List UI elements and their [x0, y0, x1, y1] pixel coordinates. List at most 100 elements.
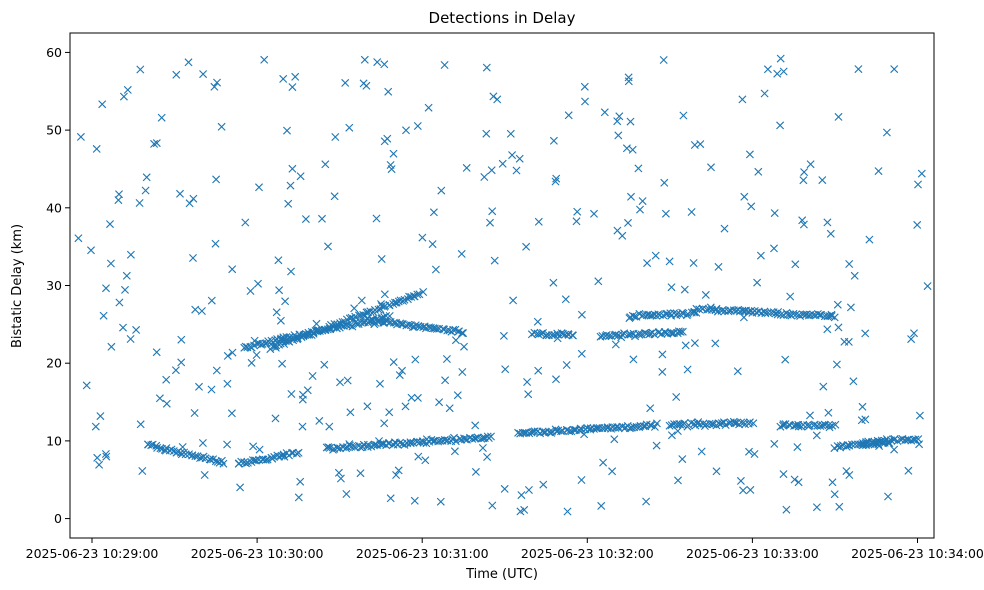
detection-point [561, 330, 570, 339]
detection-point [617, 333, 626, 342]
detection-point [385, 408, 394, 417]
detection-point [594, 277, 603, 286]
detection-point [638, 197, 647, 206]
detection-point [737, 418, 746, 427]
detection-point [487, 432, 495, 441]
detection-point [325, 422, 334, 431]
detection-point [835, 502, 844, 511]
detection-point [489, 92, 498, 101]
detection-point [676, 327, 685, 336]
detection-point [126, 250, 135, 259]
detection-point [161, 446, 170, 455]
detection-point [459, 329, 468, 338]
detection-point [534, 366, 543, 375]
detection-point [770, 439, 779, 448]
detection-point [635, 330, 644, 339]
detection-point [618, 330, 627, 339]
detection-point [745, 150, 754, 159]
detection-point [518, 428, 527, 437]
detection-point [308, 372, 317, 380]
detection-point [819, 382, 828, 391]
detection-point [275, 286, 284, 295]
detection-point [779, 470, 788, 479]
detection-point [699, 419, 708, 428]
detection-point [911, 435, 920, 444]
detection-point [277, 451, 286, 460]
detection-point [577, 349, 586, 358]
detection-point [345, 440, 354, 449]
detection-point [694, 418, 703, 427]
detection-point [281, 297, 290, 306]
detection-point [534, 330, 543, 339]
detection-point [890, 65, 899, 74]
detection-point [296, 172, 305, 181]
detection-point [636, 205, 644, 214]
detection-point [288, 83, 297, 92]
detection-point [345, 123, 354, 132]
detection-point [738, 95, 747, 104]
detection-point [577, 310, 586, 319]
detection-point [678, 455, 687, 464]
detection-point [854, 65, 863, 74]
detection-point [288, 164, 297, 173]
detection-point [195, 382, 203, 391]
detection-point [377, 300, 385, 309]
detection-point [523, 378, 532, 386]
detection-point [451, 437, 460, 446]
detection-point [904, 466, 913, 475]
detection-point [418, 437, 427, 446]
detection-point [794, 422, 803, 431]
detection-point [334, 468, 343, 477]
detection-point [570, 425, 579, 434]
detection-point [237, 457, 246, 466]
detection-point [877, 436, 886, 445]
detection-point [792, 310, 801, 319]
detection-point [831, 420, 840, 429]
detection-point [642, 497, 651, 506]
detection-point [291, 72, 300, 81]
detection-point [76, 132, 85, 141]
detection-point [271, 343, 280, 352]
detection-point [363, 402, 372, 411]
detection-point [707, 163, 715, 172]
detection-point [689, 259, 698, 267]
detection-point [868, 438, 877, 447]
detection-point [599, 458, 608, 467]
detection-point [241, 218, 250, 227]
detection-point [383, 134, 392, 143]
detection-point [223, 440, 232, 449]
chart-title: Detections in Delay [429, 9, 576, 27]
detection-point [213, 78, 221, 87]
detection-point [217, 122, 226, 131]
detection-point [793, 443, 802, 452]
detection-point [551, 177, 560, 186]
detection-point [490, 256, 499, 265]
detection-point [119, 92, 128, 101]
detection-point [185, 199, 194, 208]
detection-point [923, 282, 932, 291]
detection-point [634, 164, 643, 173]
detection-point [397, 320, 406, 328]
detection-point [162, 444, 171, 453]
detection-point [318, 326, 327, 335]
detection-point [747, 202, 756, 211]
detection-point [279, 333, 288, 342]
detection-point [659, 56, 668, 64]
detection-point [294, 493, 303, 502]
detection-point [114, 196, 123, 205]
detection-point [346, 408, 355, 417]
detection-point [407, 393, 416, 402]
detection-point [573, 207, 582, 216]
detection-point [825, 312, 834, 320]
detection-point [826, 229, 835, 238]
detection-point [404, 320, 413, 329]
detection-point [823, 218, 832, 227]
detection-point [666, 309, 675, 318]
detection-point [524, 390, 533, 399]
detection-point [861, 329, 870, 338]
detection-point [386, 494, 395, 503]
detection-point [563, 507, 572, 516]
detection-point [82, 381, 91, 390]
y-tick-label: 0 [54, 511, 62, 526]
